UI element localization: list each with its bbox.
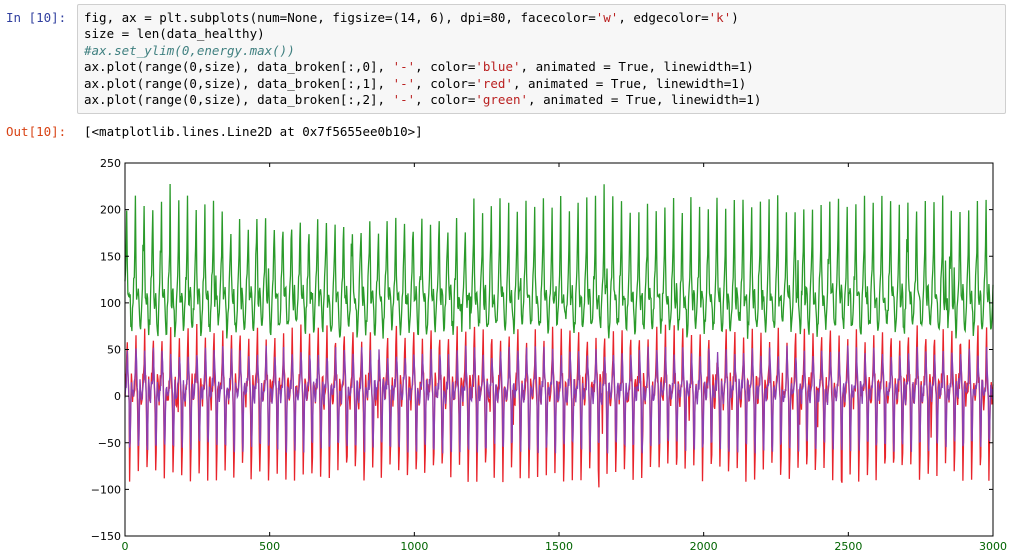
x-tick-label: 500 [259,540,280,553]
x-tick-label: 1000 [400,540,428,553]
y-tick-label: 150 [100,250,121,263]
code-token: size = len(data_healthy) [84,26,265,42]
line-chart: 0 500 1000 1500 2000 2500 3000 −150 −100 −50 0 50 10… [91,157,1007,553]
code-line: ax.plot(range(0,size), data_broken[:,0],… [84,59,754,74]
output-text: [<matplotlib.lines.Line2D at 0x7f5655ee0… [84,124,423,139]
code-editor[interactable]: fig, ax = plt.subplots(num=None, figsize… [84,10,761,108]
x-tick-label: 1500 [545,540,573,553]
y-tick-label: −150 [91,530,121,543]
x-tick-label: 2000 [690,540,718,553]
output-prompt: Out[10]: [6,124,67,139]
code-token: , color= [415,92,476,108]
series-line-2 [124,323,994,488]
code-token: 'red' [475,75,513,91]
x-tick-label: 0 [122,540,129,553]
input-prompt: In [10]: [6,10,67,25]
code-line: size = len(data_healthy) [84,26,265,41]
code-token: , color= [415,75,476,91]
code-token: , animated = True, linewidth=1) [520,59,754,75]
code-line: fig, ax = plt.subplots(num=None, figsize… [84,10,739,25]
code-token: ax.plot(range(0,size), data_broken[:,1], [84,75,393,91]
code-token: ax.plot(range(0,size), data_broken[:,2], [84,92,393,108]
code-token: 'green' [475,92,529,108]
code-token: 'blue' [475,59,521,75]
x-tick-label: 3000 [979,540,1007,553]
code-token: , edgecolor= [618,10,709,25]
code-line: ax.plot(range(0,size), data_broken[:,2],… [84,92,761,107]
code-token: , animated = True, linewidth=1) [528,92,762,108]
y-tick-label: 100 [100,297,121,310]
code-token: '-' [392,59,416,75]
code-token: '-' [392,75,416,91]
y-tick-label: 0 [114,390,121,403]
code-line: ax.plot(range(0,size), data_broken[:,1],… [84,76,746,91]
plot-frame [124,162,994,537]
code-token: 'w' [595,10,619,25]
y-tick-label: 200 [100,204,121,217]
code-cell-input[interactable]: fig, ax = plt.subplots(num=None, figsize… [77,4,1006,114]
code-token: , color= [415,59,476,75]
code-token: ) [731,10,739,25]
code-line: #ax.set_ylim(0,energy.max()) [84,43,295,58]
code-token: #ax.set_ylim(0,energy.max()) [84,42,295,58]
code-token: ax.plot(range(0,size), data_broken[:,0], [84,59,393,75]
y-tick-label: 250 [100,157,121,170]
code-token: 'k' [708,10,732,25]
y-tick-label: −50 [98,437,121,450]
y-tick-label: 50 [107,344,121,357]
series-line-3 [124,345,994,454]
code-token: fig, ax = plt.subplots(num=None, figsize… [84,10,596,25]
code-token: , animated = True, linewidth=1) [513,75,747,91]
y-tick-label: −100 [91,483,121,496]
plot-lines [124,183,994,488]
code-token: '-' [392,92,416,108]
series-line-1 [124,183,994,339]
axis-ticks: 0 500 1000 1500 2000 2500 3000 −150 −100 −50 0 50 10… [91,157,1007,553]
x-tick-label: 2500 [834,540,862,553]
